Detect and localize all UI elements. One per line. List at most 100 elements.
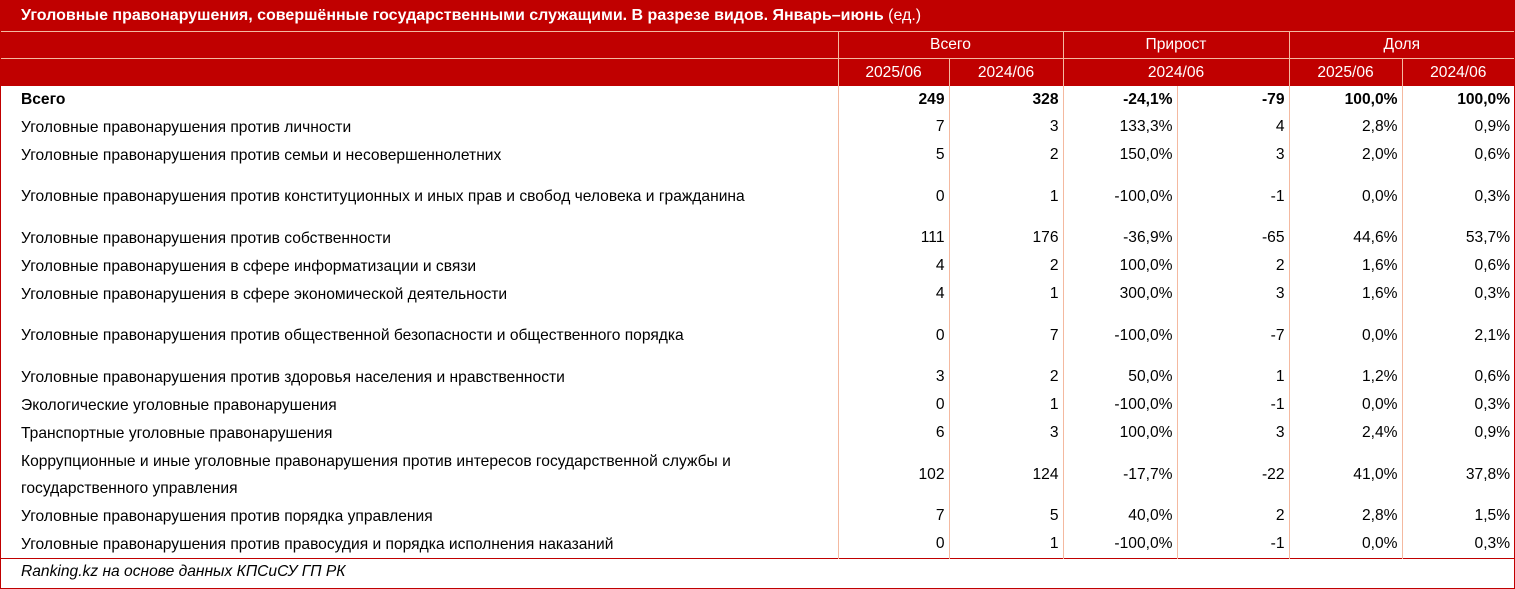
row-label: Уголовные правонарушения против конститу… (1, 169, 839, 224)
share-2025: 44,6% (1289, 224, 1403, 252)
value-2025: 249 (838, 86, 950, 113)
value-2025: 5 (838, 141, 950, 169)
row-label: Всего (1, 86, 839, 113)
table-row: Уголовные правонарушения против порядка … (1, 502, 1514, 530)
share-2024: 100,0% (1457, 90, 1511, 108)
growth-absolute: 2 (1177, 502, 1290, 530)
share-2025: 0,0% (1289, 169, 1403, 224)
growth-percent: -100,0% (1063, 530, 1178, 559)
value-2024: 2 (949, 252, 1064, 280)
share-2024: 0,6% (1474, 257, 1511, 274)
share-2024: 0,6% (1474, 146, 1511, 163)
share-2024: 1,5% (1474, 507, 1511, 524)
growth-percent: 100,0% (1063, 419, 1178, 447)
row-label: Уголовные правонарушения против личности (1, 113, 839, 141)
growth-percent: 40,0% (1063, 502, 1178, 530)
share-2024: 2,1% (1474, 326, 1511, 344)
value-2025: 6 (838, 419, 950, 447)
growth-percent: -24,1% (1063, 86, 1178, 113)
source-note: Ranking.kz на основе данных КПСиСУ ГП РК (1, 558, 1515, 584)
value-2025: 7 (838, 113, 950, 141)
share-2025: 2,8% (1289, 113, 1403, 141)
table-row: Коррупционные и иные уголовные правонару… (1, 447, 1514, 502)
source-row: Ranking.kz на основе данных КПСиСУ ГП РК (1, 558, 1515, 584)
value-2025: 102 (838, 447, 950, 502)
subheader-share-2025: 2025/06 (1288, 58, 1402, 86)
growth-percent: 133,3% (1063, 113, 1178, 141)
row-label: Уголовные правонарушения в сфере экономи… (1, 280, 839, 308)
value-2024: 7 (949, 308, 1064, 363)
value-2025: 4 (838, 280, 950, 308)
value-2025: 7 (838, 502, 950, 530)
growth-absolute: 4 (1177, 113, 1290, 141)
value-2025: 4 (838, 252, 950, 280)
value-2025: 0 (838, 391, 950, 419)
growth-absolute: -1 (1177, 391, 1290, 419)
table-row: Уголовные правонарушения против собствен… (1, 224, 1514, 252)
table-title-row: Уголовные правонарушения, совершённые го… (1, 1, 1515, 32)
share-2024: 0,3% (1474, 187, 1511, 205)
value-2024: 1 (949, 280, 1064, 308)
growth-absolute: 3 (1177, 419, 1290, 447)
share-2025: 2,4% (1289, 419, 1403, 447)
table-row: Уголовные правонарушения против обществе… (1, 308, 1514, 363)
table-unit: (ед.) (888, 7, 922, 24)
table-row: Транспортные уголовные правонарушения 6 3 1… (1, 419, 1514, 447)
share-2024: 53,7% (1465, 229, 1511, 246)
value-2025: 3 (838, 363, 950, 391)
table-row: Уголовные правонарушения против семьи и … (1, 141, 1514, 169)
value-2024: 1 (949, 530, 1064, 559)
share-2025: 2,0% (1289, 141, 1403, 169)
value-2024: 3 (949, 113, 1064, 141)
share-2025: 2,8% (1289, 502, 1403, 530)
growth-percent: 150,0% (1063, 141, 1178, 169)
growth-absolute: 3 (1177, 280, 1290, 308)
group-header-row: Всего Прирост Доля (1, 31, 1515, 59)
table-row: Уголовные правонарушения в сфере информа… (1, 252, 1514, 280)
group-header-total: Всего (837, 31, 1063, 59)
growth-absolute: 2 (1177, 252, 1290, 280)
row-label: Уголовные правонарушения против порядка … (1, 502, 839, 530)
share-2025: 100,0% (1289, 86, 1403, 113)
value-2024: 1 (949, 169, 1064, 224)
value-2025: 0 (838, 530, 950, 559)
header-blank (1, 31, 838, 59)
growth-absolute: 3 (1177, 141, 1290, 169)
sub-header-row: 2025/06 2024/06 2024/06 2025/06 2024/06 (1, 58, 1515, 86)
growth-absolute: 1 (1177, 363, 1290, 391)
share-2025: 0,0% (1289, 391, 1403, 419)
value-2024: 5 (949, 502, 1064, 530)
table-row: Уголовные правонарушения в сфере экономи… (1, 280, 1514, 308)
table-row: Уголовные правонарушения против личности… (1, 113, 1514, 141)
header-blank (1, 58, 838, 86)
share-2024: 0,9% (1474, 118, 1511, 135)
growth-percent: 300,0% (1063, 280, 1178, 308)
value-2025: 0 (838, 308, 950, 363)
table-body: Всего 249 328 -24,1% -79 100,0% 100,0% Уголовны… (1, 86, 1514, 559)
value-2025: 111 (838, 224, 950, 252)
share-2024: 0,3% (1474, 396, 1511, 413)
subheader-share-2024: 2024/06 (1401, 58, 1515, 86)
share-2024: 0,9% (1474, 424, 1511, 441)
subheader-growth-2024: 2024/06 (1062, 58, 1289, 86)
growth-percent: -100,0% (1063, 169, 1178, 224)
value-2024: 124 (949, 447, 1064, 502)
growth-percent: -17,7% (1063, 447, 1178, 502)
value-2024: 176 (949, 224, 1064, 252)
value-2024: 2 (949, 363, 1064, 391)
value-2024: 328 (949, 86, 1064, 113)
value-2024: 1 (949, 391, 1064, 419)
share-2024: 0,3% (1474, 535, 1511, 552)
row-label: Уголовные правонарушения в сфере информа… (1, 252, 839, 280)
table-row: Уголовные правонарушения против здоровья… (1, 363, 1514, 391)
growth-absolute: -1 (1177, 169, 1290, 224)
share-2025: 0,0% (1289, 530, 1403, 559)
share-2025: 1,6% (1289, 280, 1403, 308)
growth-percent: 100,0% (1063, 252, 1178, 280)
share-2025: 0,0% (1289, 308, 1403, 363)
total-row: Всего 249 328 -24,1% -79 100,0% 100,0% (1, 86, 1514, 113)
row-label: Уголовные правонарушения против семьи и … (1, 141, 839, 169)
share-2024: 37,8% (1465, 465, 1511, 483)
growth-percent: 50,0% (1063, 363, 1178, 391)
